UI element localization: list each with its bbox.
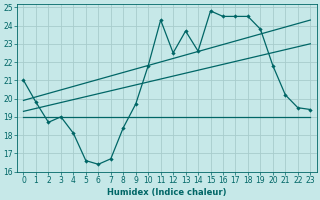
X-axis label: Humidex (Indice chaleur): Humidex (Indice chaleur) — [107, 188, 227, 197]
